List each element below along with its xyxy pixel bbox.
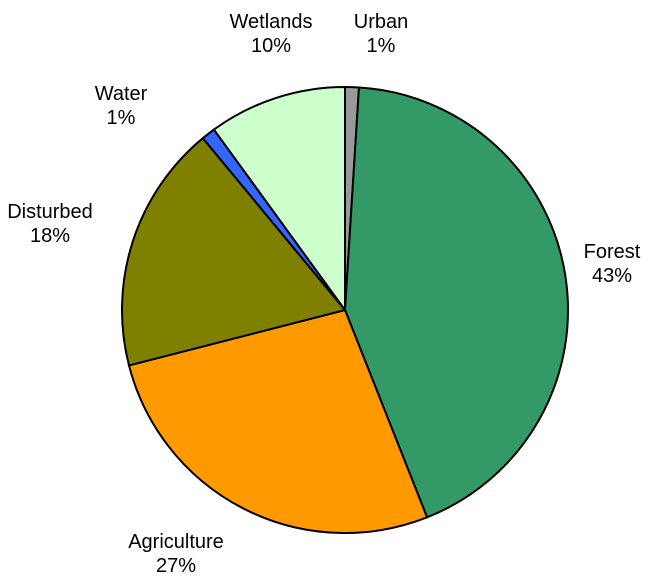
- slice-percent-agriculture: 27%: [155, 555, 197, 577]
- slice-percent-forest: 43%: [591, 265, 633, 287]
- slice-percent-water: 1%: [106, 107, 136, 129]
- pie-slices: [121, 86, 569, 534]
- slice-name-water: Water: [94, 83, 148, 105]
- slice-label-urban: Urban 1%: [354, 10, 408, 58]
- slice-percent-wetlands: 10%: [250, 35, 292, 57]
- slice-name-forest: Forest: [583, 241, 641, 263]
- slice-percent-disturbed: 18%: [29, 225, 71, 247]
- pie-slice-agriculture: [128, 309, 429, 534]
- slice-label-wetlands: Wetlands 10%: [229, 10, 312, 58]
- slice-label-disturbed: Disturbed 18%: [7, 200, 93, 248]
- slice-percent-urban: 1%: [366, 35, 396, 57]
- slice-name-agriculture: Agriculture: [128, 531, 224, 553]
- pie-slice-forest: [344, 86, 569, 519]
- slice-label-forest: Forest 43%: [584, 240, 641, 288]
- slice-label-agriculture: Agriculture 27%: [128, 530, 224, 578]
- slice-name-urban: Urban: [353, 11, 409, 33]
- slice-name-disturbed: Disturbed: [7, 201, 93, 223]
- slice-name-wetlands: Wetlands: [229, 11, 313, 33]
- slice-label-water: Water 1%: [95, 82, 148, 130]
- pie-slice-wetlands: [212, 86, 346, 311]
- pie-slice-disturbed: [121, 137, 346, 367]
